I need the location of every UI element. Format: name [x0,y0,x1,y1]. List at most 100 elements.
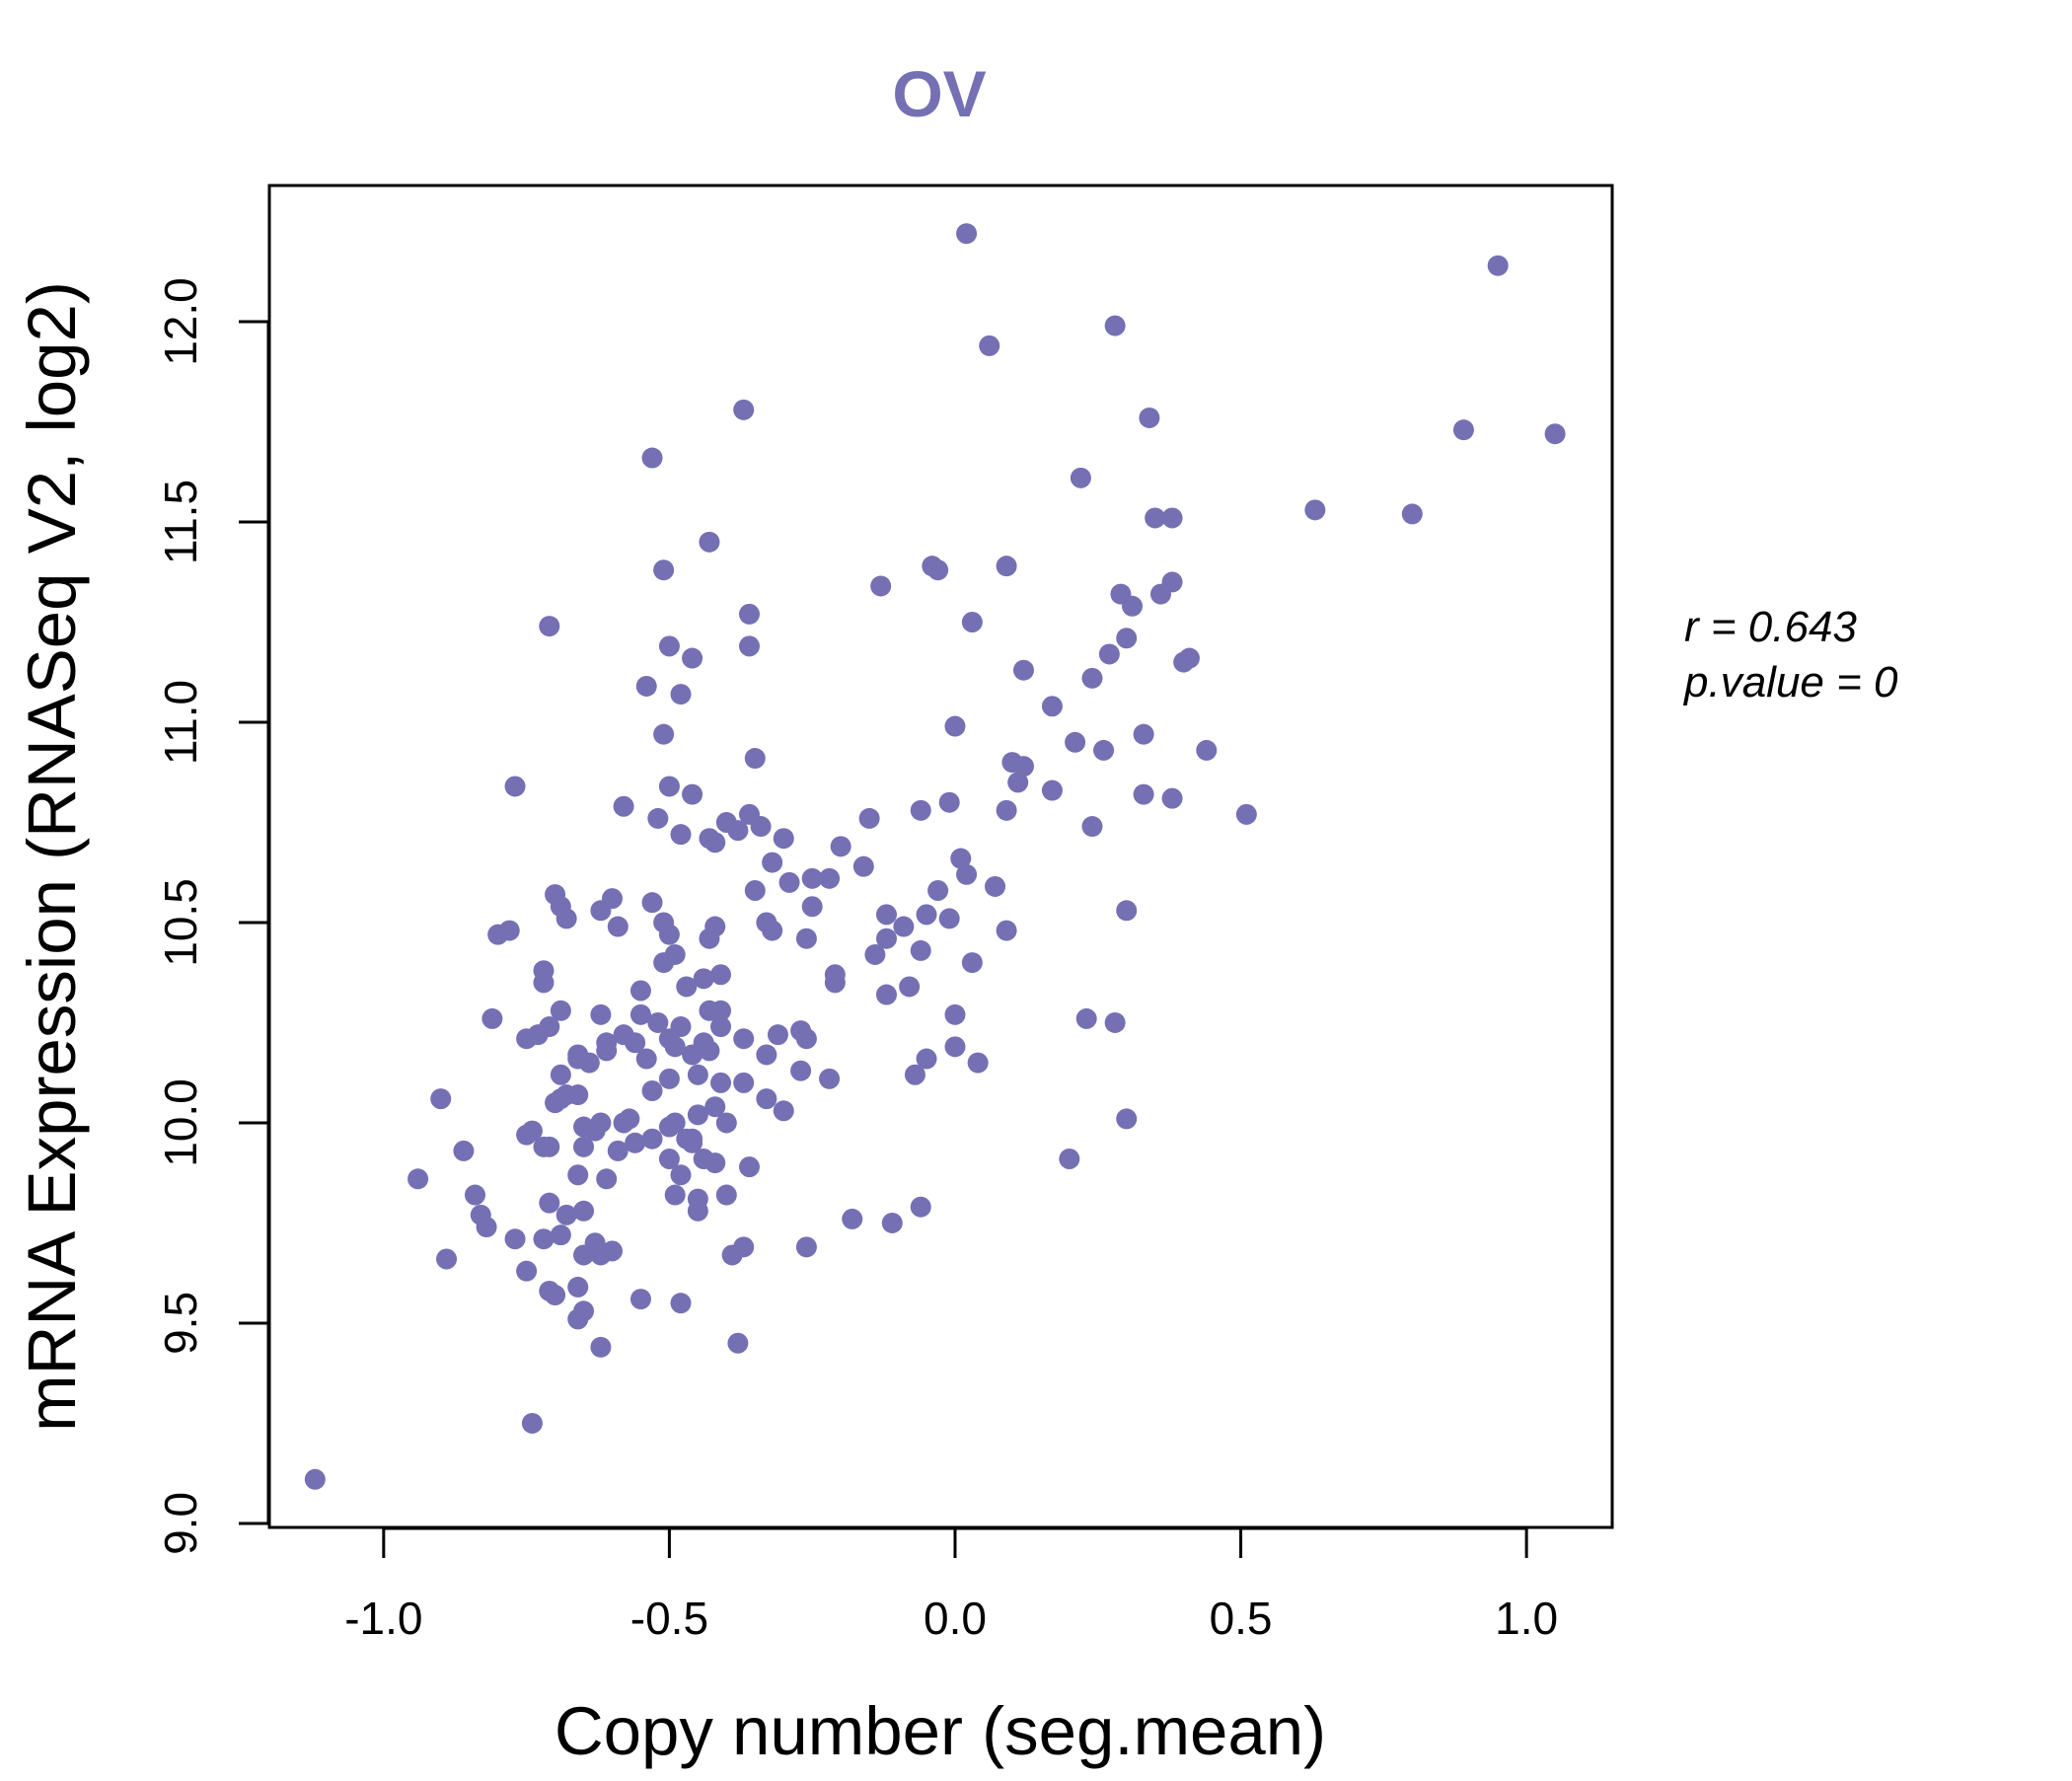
data-point [664,1036,686,1058]
data-point [819,867,841,889]
data-point [625,1132,646,1153]
data-point [584,1120,606,1142]
data-point [721,1244,743,1266]
data-point [710,1072,732,1093]
data-point [676,976,698,998]
data-point [704,1096,726,1118]
data-point [682,647,703,669]
data-point [516,1260,538,1282]
x-axis-label: Copy number (seg.mean) [555,1693,1326,1769]
data-point [635,675,657,697]
data-point [647,1011,669,1033]
data-point [436,1248,458,1270]
data-point [590,900,612,922]
data-point [641,1128,663,1150]
data-point [596,1168,618,1190]
data-point [1196,739,1218,761]
data-point [567,1164,589,1186]
data-point [733,399,755,420]
data-point [625,1032,646,1054]
data-point [795,928,817,949]
data-point [875,904,897,926]
data-point [539,1192,560,1214]
data-point [1104,315,1126,336]
data-point [590,1336,612,1358]
data-point [893,916,915,937]
data-point [950,848,972,869]
data-point [824,972,846,994]
data-point [875,984,897,1005]
data-point [899,976,921,998]
data-point [487,924,509,945]
data-point [801,896,823,918]
data-point [693,968,714,990]
y-tick-label: 9.5 [155,1292,206,1355]
data-point [1122,595,1144,617]
data-point [830,836,851,857]
data-point [710,1016,732,1038]
data-point [516,1124,538,1146]
data-point [996,799,1017,821]
data-point [658,635,680,657]
data-point [521,1412,543,1434]
data-point [744,880,766,902]
data-point [1098,643,1120,665]
data-point [516,1028,538,1050]
data-point [938,908,960,929]
data-point [1133,723,1154,745]
data-point [715,1184,737,1206]
y-axis-label: mRNA Expression (RNASeq V2, log2) [14,281,90,1432]
correlation-r-label: r = 0.643 [1684,603,1857,651]
data-point [635,1048,657,1070]
data-point [573,1244,595,1266]
data-point [504,776,526,797]
data-point [573,1200,595,1222]
data-point [464,1184,485,1206]
data-point [641,892,663,914]
plot-frame [267,184,1614,1529]
data-point [733,1072,755,1093]
data-point [961,952,983,974]
data-point [910,1196,931,1218]
data-point [956,223,978,245]
data-point [578,1052,600,1074]
x-tick-label: 0.0 [924,1593,987,1644]
data-point [1104,1011,1126,1033]
data-point [762,920,783,941]
data-point [1059,1149,1080,1170]
data-point [555,908,577,929]
data-point [1116,900,1138,922]
data-point [704,1152,726,1174]
data-point [1401,503,1423,525]
data-point [664,1184,686,1206]
data-point [613,1112,634,1134]
data-point [1070,467,1091,488]
data-point [916,1048,937,1070]
data-point [858,807,880,829]
data-point [476,1217,497,1238]
data-point [550,1224,571,1246]
data-point [996,920,1017,941]
data-point [658,924,680,945]
data-point [1544,423,1566,445]
data-point [647,807,669,829]
data-point [641,447,663,469]
data-point [756,1088,777,1110]
data-point [927,559,949,581]
data-point [864,943,886,965]
y-axis: 9.0 9.5 10.0 10.5 11.0 11.5 12.0 [155,277,270,1555]
data-point [762,852,783,873]
data-point [790,1060,812,1081]
data-point [653,723,675,745]
data-point [710,964,732,986]
data-point [1304,499,1326,521]
y-tick-label: 10.0 [155,1078,206,1167]
data-point [533,1228,555,1250]
data-point [927,880,949,902]
data-point [1041,696,1063,717]
data-point [773,1100,794,1122]
data-point [1173,651,1195,673]
data-point [573,1136,595,1157]
data-point [985,875,1006,897]
p-value-label: p.value = 0 [1682,658,1898,706]
